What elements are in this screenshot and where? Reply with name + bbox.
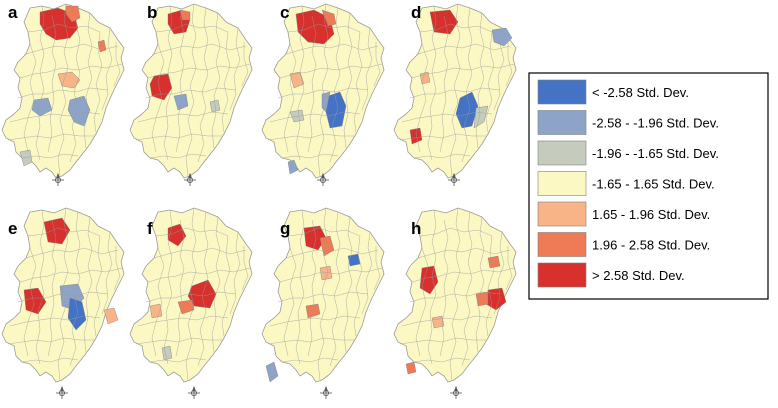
legend-item: > 2.58 Std. Dev. (537, 262, 685, 288)
cluster-west-cold (289, 109, 305, 123)
compass-rose-icon (55, 386, 69, 400)
legend-label: -1.65 - 1.65 Std. Dev. (592, 177, 715, 192)
cluster-west-warm (149, 303, 163, 319)
cluster-east-warm (103, 307, 119, 325)
cluster-northeast-coldspot (347, 253, 361, 267)
legend-item: 1.96 - 2.58 Std. Dev. (537, 232, 710, 257)
legend-swatch (537, 232, 587, 257)
legend-label: < -2.58 Std. Dev. (592, 85, 689, 100)
panel-letter-e: e (8, 219, 17, 238)
legend-label: -1.96 - -1.65 Std. Dev. (592, 146, 719, 161)
cluster-north-hotspot (43, 217, 71, 245)
map-panel-c (261, 3, 385, 179)
legend-label: -2.58 - -1.96 Std. Dev. (592, 116, 719, 131)
panel-letter-a: a (8, 3, 18, 22)
legend-swatch (537, 201, 587, 227)
cluster-center-cold-left (31, 97, 53, 117)
legend-item: -2.58 - -1.96 Std. Dev. (537, 110, 719, 135)
map-panel-e (1, 207, 125, 383)
panels-layer: a b c d e f g h (1, 3, 517, 400)
cluster-center-cold (173, 93, 189, 111)
legend-item: 1.65 - 1.96 Std. Dev. (537, 201, 710, 227)
panel-letter-b: b (147, 3, 157, 22)
legend-swatch (537, 110, 587, 135)
cluster-northeast-warm (487, 255, 501, 269)
legend-item: -1.96 - -1.65 Std. Dev. (537, 140, 719, 166)
cluster-west-hotspot (23, 287, 47, 315)
cluster-southwest-hotspot (409, 127, 423, 145)
map-panel-g (261, 207, 385, 383)
map-panel-a (1, 3, 125, 179)
cluster-center-cold-right (67, 95, 91, 127)
compass-rose-icon (319, 386, 333, 400)
map-panel-h (393, 207, 517, 383)
cluster-center-coldspot (67, 297, 87, 331)
cluster-north-hotspot (167, 223, 187, 247)
legend-label: 1.65 - 1.96 Std. Dev. (592, 207, 710, 222)
cluster-west-hotspot (149, 73, 173, 101)
panel-letter-f: f (147, 219, 153, 238)
cluster-center-warm (57, 71, 81, 89)
legend-item: < -2.58 Std. Dev. (537, 79, 689, 105)
compass-rose-icon (449, 386, 463, 400)
legend-label: > 2.58 Std. Dev. (592, 268, 685, 283)
legend: < -2.58 Std. Dev. -2.58 - -1.96 Std. Dev.… (528, 72, 769, 300)
panel-letter-d: d (411, 3, 421, 22)
cluster-center-warm (431, 315, 445, 329)
map-panel-b (129, 3, 253, 179)
panel-letter-g: g (280, 219, 290, 238)
cluster-east-hot-ring (475, 291, 489, 307)
cluster-west-hotspot (419, 265, 439, 295)
compass-rose-icon (187, 386, 201, 400)
panel-letter-c: c (280, 3, 289, 22)
cluster-south-cold (19, 149, 33, 167)
legend-swatch (537, 262, 587, 288)
legend-item: -1.65 - 1.65 Std. Dev. (537, 171, 715, 196)
cluster-north-hotspot-edge (179, 9, 191, 21)
legend-label: 1.96 - 2.58 Std. Dev. (592, 238, 710, 253)
map-panel-d (393, 3, 517, 179)
cluster-center-hotspot (187, 279, 217, 309)
cluster-center-coldspot (455, 91, 479, 129)
cluster-southwest-warm (405, 361, 417, 375)
map-panel-f (129, 207, 253, 383)
legend-swatch (537, 171, 587, 196)
cluster-south-cold (265, 361, 279, 383)
cluster-south-cold (287, 159, 299, 175)
cluster-west-warm (289, 71, 305, 89)
panel-letter-h: h (411, 219, 421, 238)
legend-swatch (537, 140, 587, 166)
cluster-north-hotspot (429, 9, 459, 35)
cluster-south-cold (161, 345, 173, 361)
cluster-northeast-patch (97, 39, 107, 53)
cluster-north-hotspot (295, 9, 335, 45)
cluster-center-cold-ring (473, 105, 489, 129)
legend-swatch (537, 79, 587, 105)
